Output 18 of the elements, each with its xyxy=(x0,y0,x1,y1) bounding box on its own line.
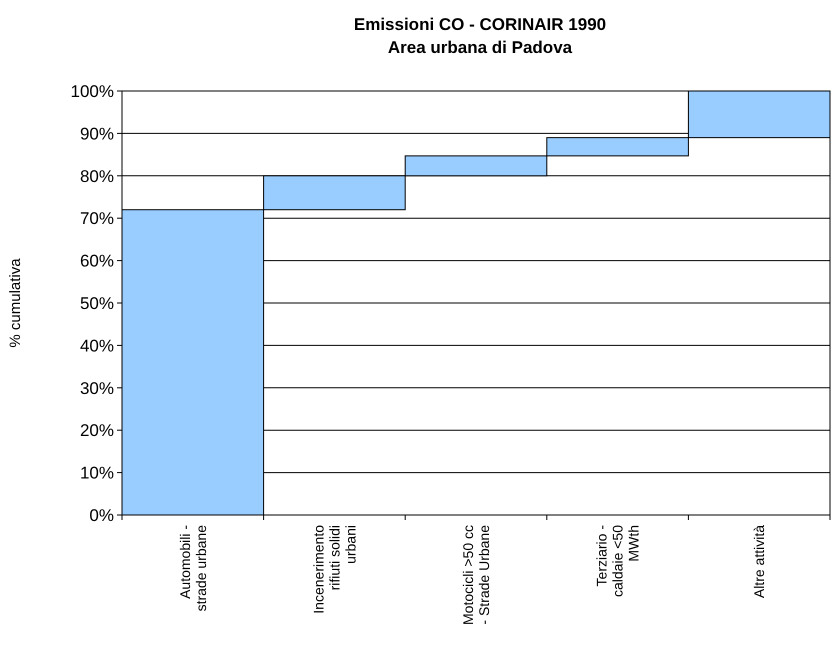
y-tick-label: 40% xyxy=(80,336,114,356)
y-tick-label: 0% xyxy=(89,506,114,525)
x-tick-label: Incenerimento rifiuti solidi urbani xyxy=(310,524,358,614)
y-tick-label: 20% xyxy=(80,421,114,440)
y-axis-title: % cumulativa xyxy=(7,258,24,348)
x-tick-label: Motocicli >50 cc - Strade Urbane xyxy=(460,524,492,625)
y-tick-label: 90% xyxy=(80,124,114,144)
x-tick-label: Terziario - caldaie <50 MWth xyxy=(594,524,642,598)
y-tick-label: 50% xyxy=(80,294,114,313)
y-tick-label: 60% xyxy=(80,252,114,271)
y-tick-label: 80% xyxy=(80,166,114,186)
y-tick-label: 70% xyxy=(80,209,114,228)
x-tick-label: Automobili - strade urbane xyxy=(176,524,209,612)
y-tick-label: 10% xyxy=(80,464,114,483)
y-tick-label: 30% xyxy=(80,378,114,398)
y-tick-label: 100% xyxy=(70,82,114,101)
x-tick-label: Altre attività xyxy=(751,524,768,598)
chart-title: Emissioni CO - CORINAIR 1990 Area urbana di Padova xyxy=(354,15,606,57)
